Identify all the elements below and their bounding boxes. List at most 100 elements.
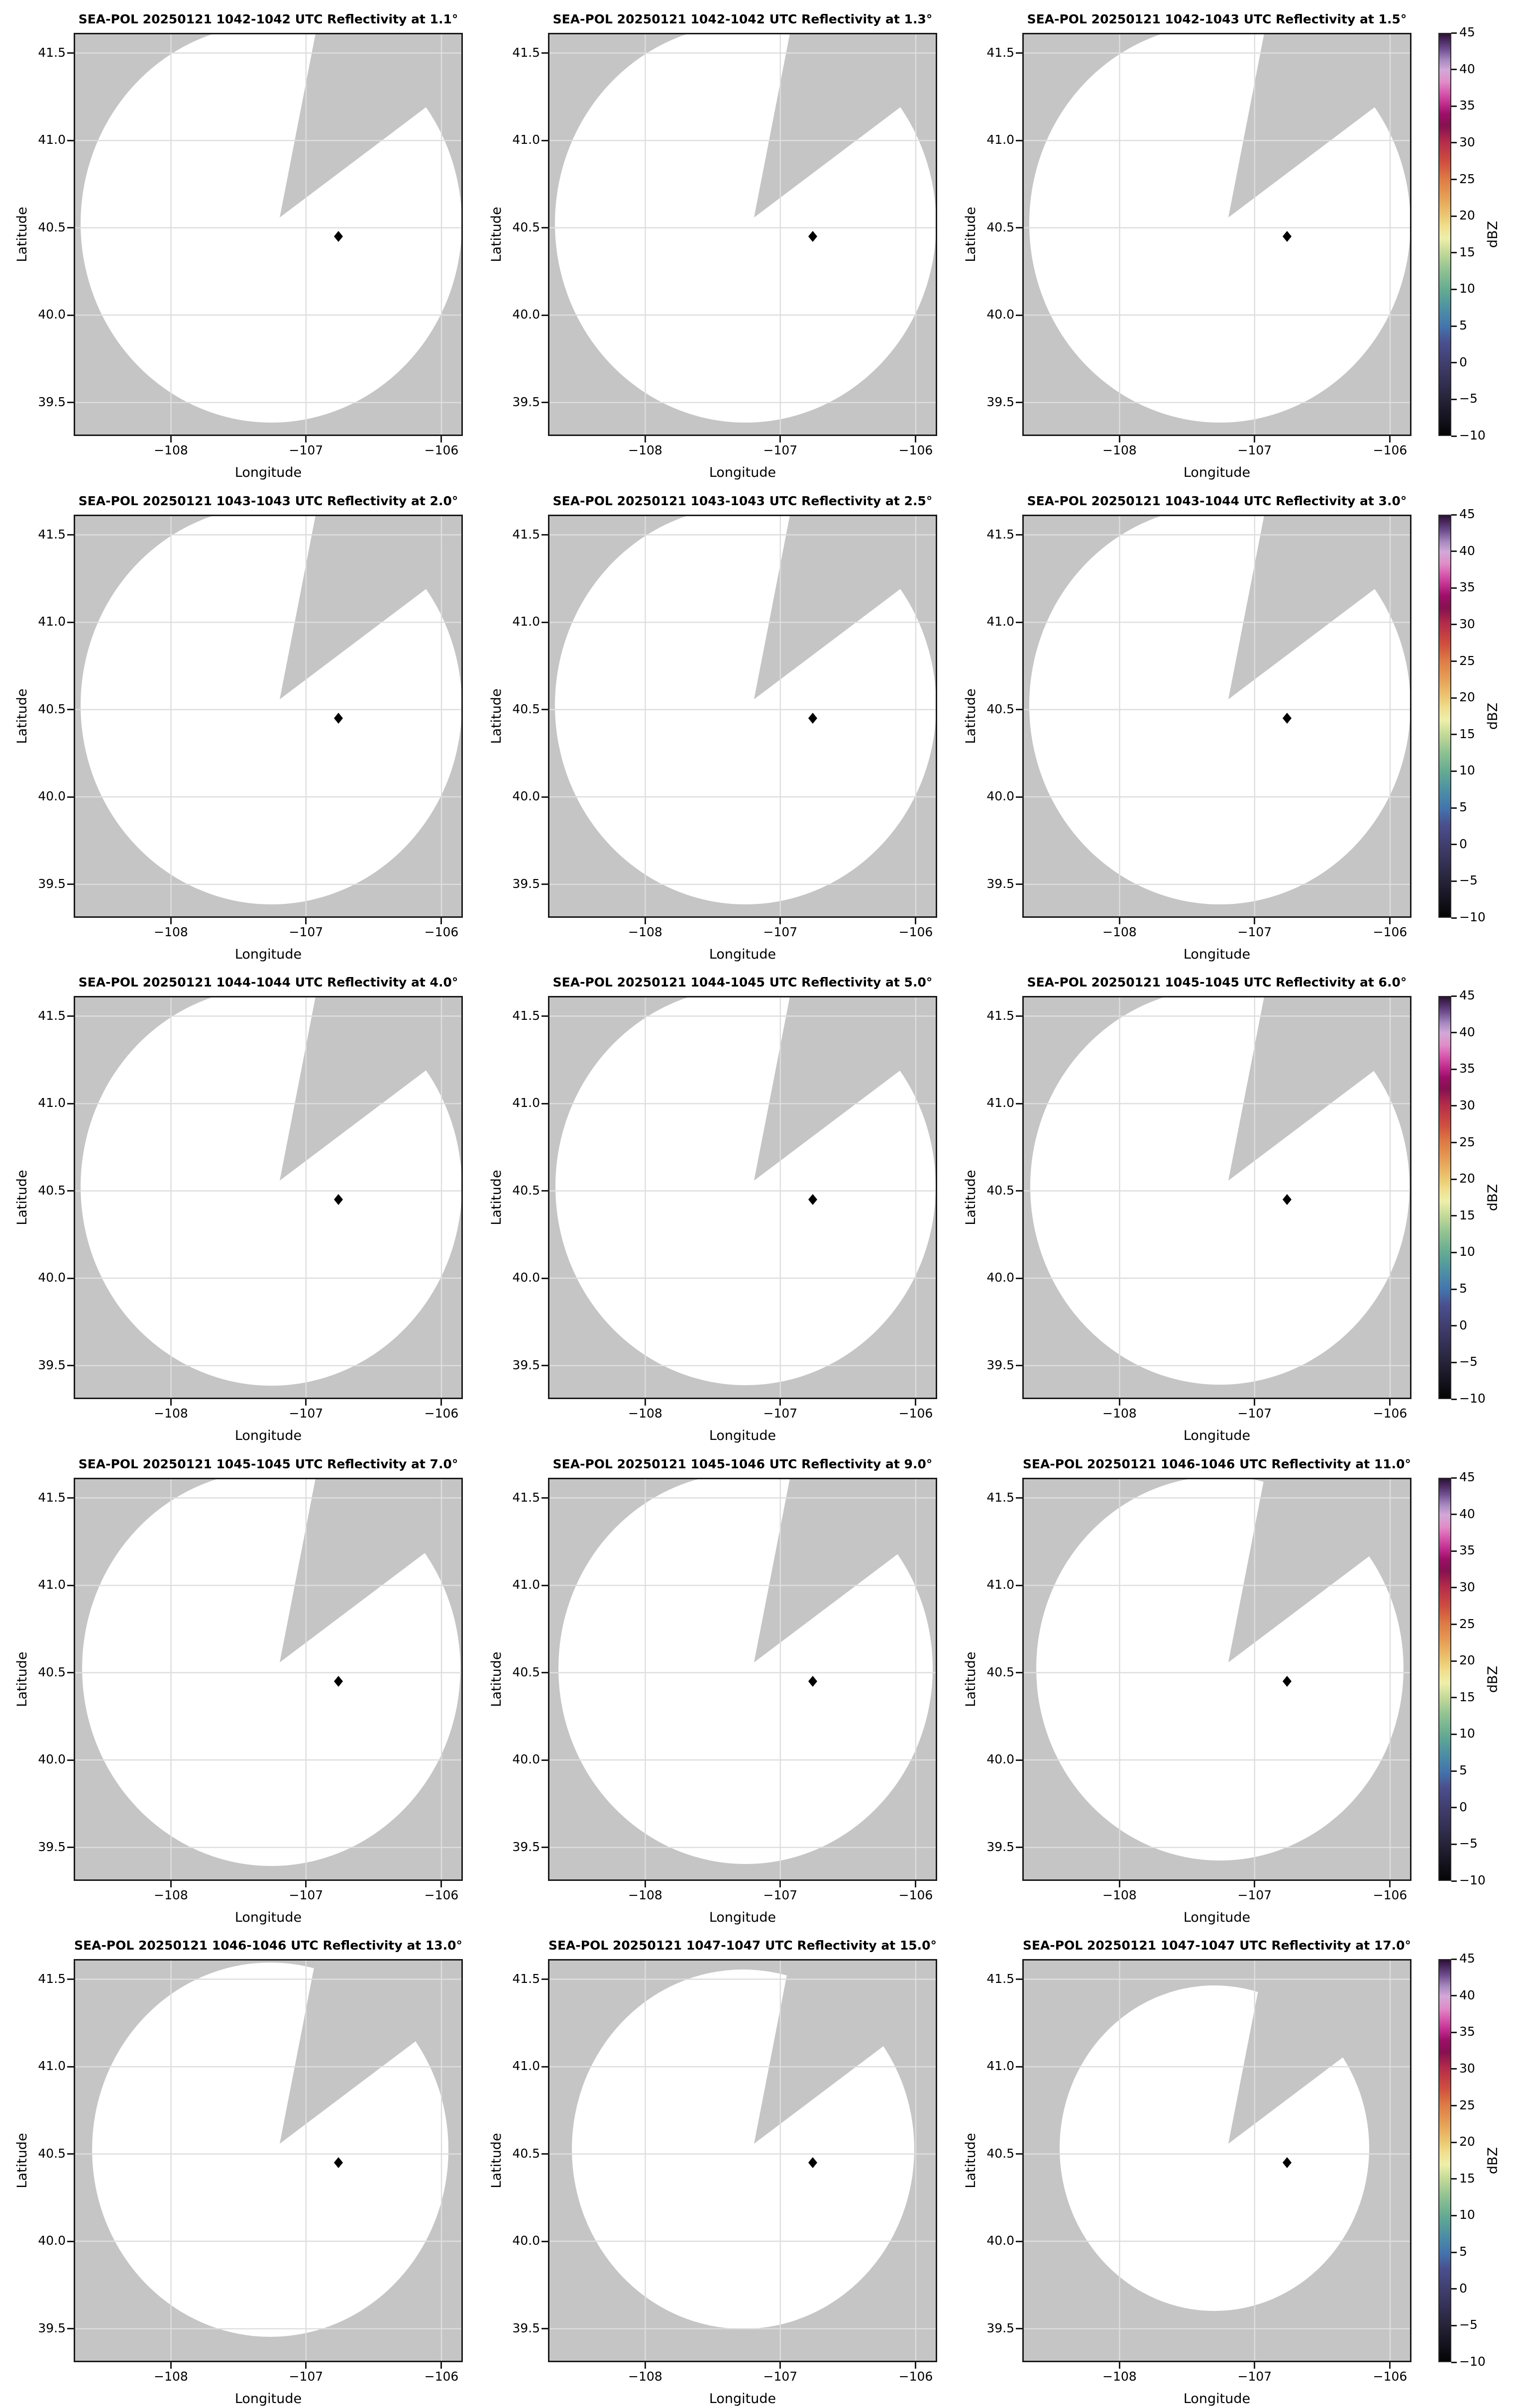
y-tick-mark [542, 1584, 548, 1586]
x-tick-label: −108 [628, 443, 662, 457]
unscanned-wedge-sector [280, 996, 463, 1181]
colorbar-tick-label: 40 [1459, 61, 1475, 76]
unscanned-wedge-sector [280, 1478, 463, 1662]
y-tick-label: 41.0 [38, 132, 66, 147]
x-tick-mark [1254, 1881, 1256, 1887]
ppi-plot-area [548, 996, 937, 1399]
y-tick-label: 40.5 [986, 219, 1014, 234]
colorbar-tick-label: −10 [1459, 2354, 1486, 2369]
colorbar-tick-mark [1451, 587, 1457, 589]
colorbar-tick-mark [1451, 1995, 1457, 1997]
y-tick-mark [67, 1672, 74, 1674]
x-tick-label: −107 [1237, 1888, 1272, 1902]
y-tick-mark [1016, 1015, 1022, 1017]
y-tick-mark [1016, 402, 1022, 404]
y-tick-label: 40.0 [512, 307, 540, 322]
y-tick-mark [1016, 621, 1022, 623]
unscanned-wedge-sector [1228, 996, 1411, 1181]
x-tick-label: −108 [1102, 925, 1137, 939]
y-tick-label: 40.0 [986, 307, 1014, 322]
y-tick-label: 41.0 [38, 1577, 66, 1592]
x-tick-mark [645, 436, 646, 442]
y-tick-label: 40.5 [512, 2146, 540, 2161]
colorbar-tick-mark [1451, 1587, 1457, 1589]
colorbar-tick-label: 20 [1459, 690, 1475, 705]
colorbar-tick-mark [1451, 880, 1457, 882]
axes-spines [74, 996, 463, 1399]
colorbar-tick-label: 40 [1459, 543, 1475, 558]
colorbar-tick-label: 35 [1459, 98, 1475, 113]
y-tick-mark [67, 314, 74, 316]
x-tick-label: −106 [424, 925, 459, 939]
x-tick-label: −106 [1373, 925, 1408, 939]
y-tick-label: 39.5 [512, 2320, 540, 2335]
x-tick-label: −108 [628, 925, 662, 939]
colorbar-tick-label: 15 [1459, 1207, 1475, 1222]
unscanned-wedge-sector [280, 1959, 463, 2144]
colorbar-tick-mark [1451, 2178, 1457, 2180]
colorbar-tick-label: 45 [1459, 1470, 1475, 1484]
x-tick-mark [915, 2362, 917, 2369]
colorbar-tick-mark [1451, 1880, 1457, 1882]
axes-spines [548, 33, 937, 436]
unscanned-wedge-sector [280, 33, 463, 218]
x-tick-mark [1119, 918, 1120, 924]
y-tick-mark [542, 1759, 548, 1761]
y-tick-label: 39.5 [38, 1839, 66, 1854]
colorbar-tick-label: −10 [1459, 1391, 1486, 1406]
colorbar-tick-label: 45 [1459, 25, 1475, 39]
radar-location-marker [808, 231, 817, 242]
x-tick-mark [1119, 2362, 1120, 2369]
radar-location-marker [1283, 1194, 1292, 1205]
y-tick-label: 39.5 [38, 2320, 66, 2335]
y-tick-label: 40.5 [38, 2146, 66, 2161]
x-tick-label: −107 [289, 443, 324, 457]
y-tick-label: 40.5 [986, 2146, 1014, 2161]
colorbar-tick-mark [1451, 2361, 1457, 2363]
y-tick-label: 40.0 [986, 789, 1014, 803]
colorbar-tick-mark [1451, 105, 1457, 107]
ppi-plot-area [74, 996, 463, 1399]
y-tick-mark [1016, 139, 1022, 141]
x-tick-mark [305, 1399, 307, 1406]
y-tick-mark [542, 2153, 548, 2155]
panel-title: SEA-POL 20250121 1045-1045 UTC Reflectiv… [78, 1457, 458, 1471]
y-tick-label: 39.5 [512, 876, 540, 891]
unscanned-wedge-sector [754, 1959, 937, 2144]
y-tick-label: 40.0 [512, 2233, 540, 2248]
y-tick-mark [67, 796, 74, 798]
colorbar-tick-mark [1451, 2251, 1457, 2253]
colorbar-tick-mark [1451, 1770, 1457, 1772]
colorbar-tick-label: 20 [1459, 1653, 1475, 1668]
unscanned-wedge-sector [1228, 515, 1411, 699]
axes-spines [74, 1478, 463, 1881]
panel-title: SEA-POL 20250121 1044-1045 UTC Reflectiv… [552, 975, 933, 989]
y-tick-label: 41.0 [986, 1095, 1014, 1110]
y-tick-mark [1016, 1190, 1022, 1192]
x-tick-label: −106 [424, 2369, 459, 2384]
x-tick-mark [779, 436, 781, 442]
panel-title: SEA-POL 20250121 1046-1046 UTC Reflectiv… [1022, 1457, 1411, 1471]
y-tick-mark [1016, 709, 1022, 711]
colorbar-tick-mark [1451, 697, 1457, 699]
y-tick-mark [542, 1365, 548, 1367]
x-tick-label: −108 [1102, 443, 1137, 457]
colorbar-tick-mark [1451, 917, 1457, 919]
x-tick-label: −107 [289, 2369, 324, 2384]
x-tick-mark [1389, 1881, 1391, 1887]
colorbar-label: dBZ [1485, 1665, 1501, 1693]
colorbar-tick-label: 10 [1459, 1726, 1475, 1741]
colorbar-tick-mark [1451, 844, 1457, 846]
axes-spines [74, 1959, 463, 2362]
x-tick-label: −108 [154, 2369, 188, 2384]
x-tick-mark [1254, 918, 1256, 924]
colorbar-tick-label: 20 [1459, 1171, 1475, 1186]
y-tick-label: 40.5 [986, 701, 1014, 716]
x-tick-mark [915, 918, 917, 924]
y-tick-mark [1016, 1277, 1022, 1279]
y-tick-label: 40.5 [512, 219, 540, 234]
x-tick-label: −107 [289, 925, 324, 939]
x-axis-label: Longitude [1183, 2391, 1251, 2407]
x-tick-label: −106 [424, 443, 459, 457]
y-tick-label: 39.5 [512, 394, 540, 409]
